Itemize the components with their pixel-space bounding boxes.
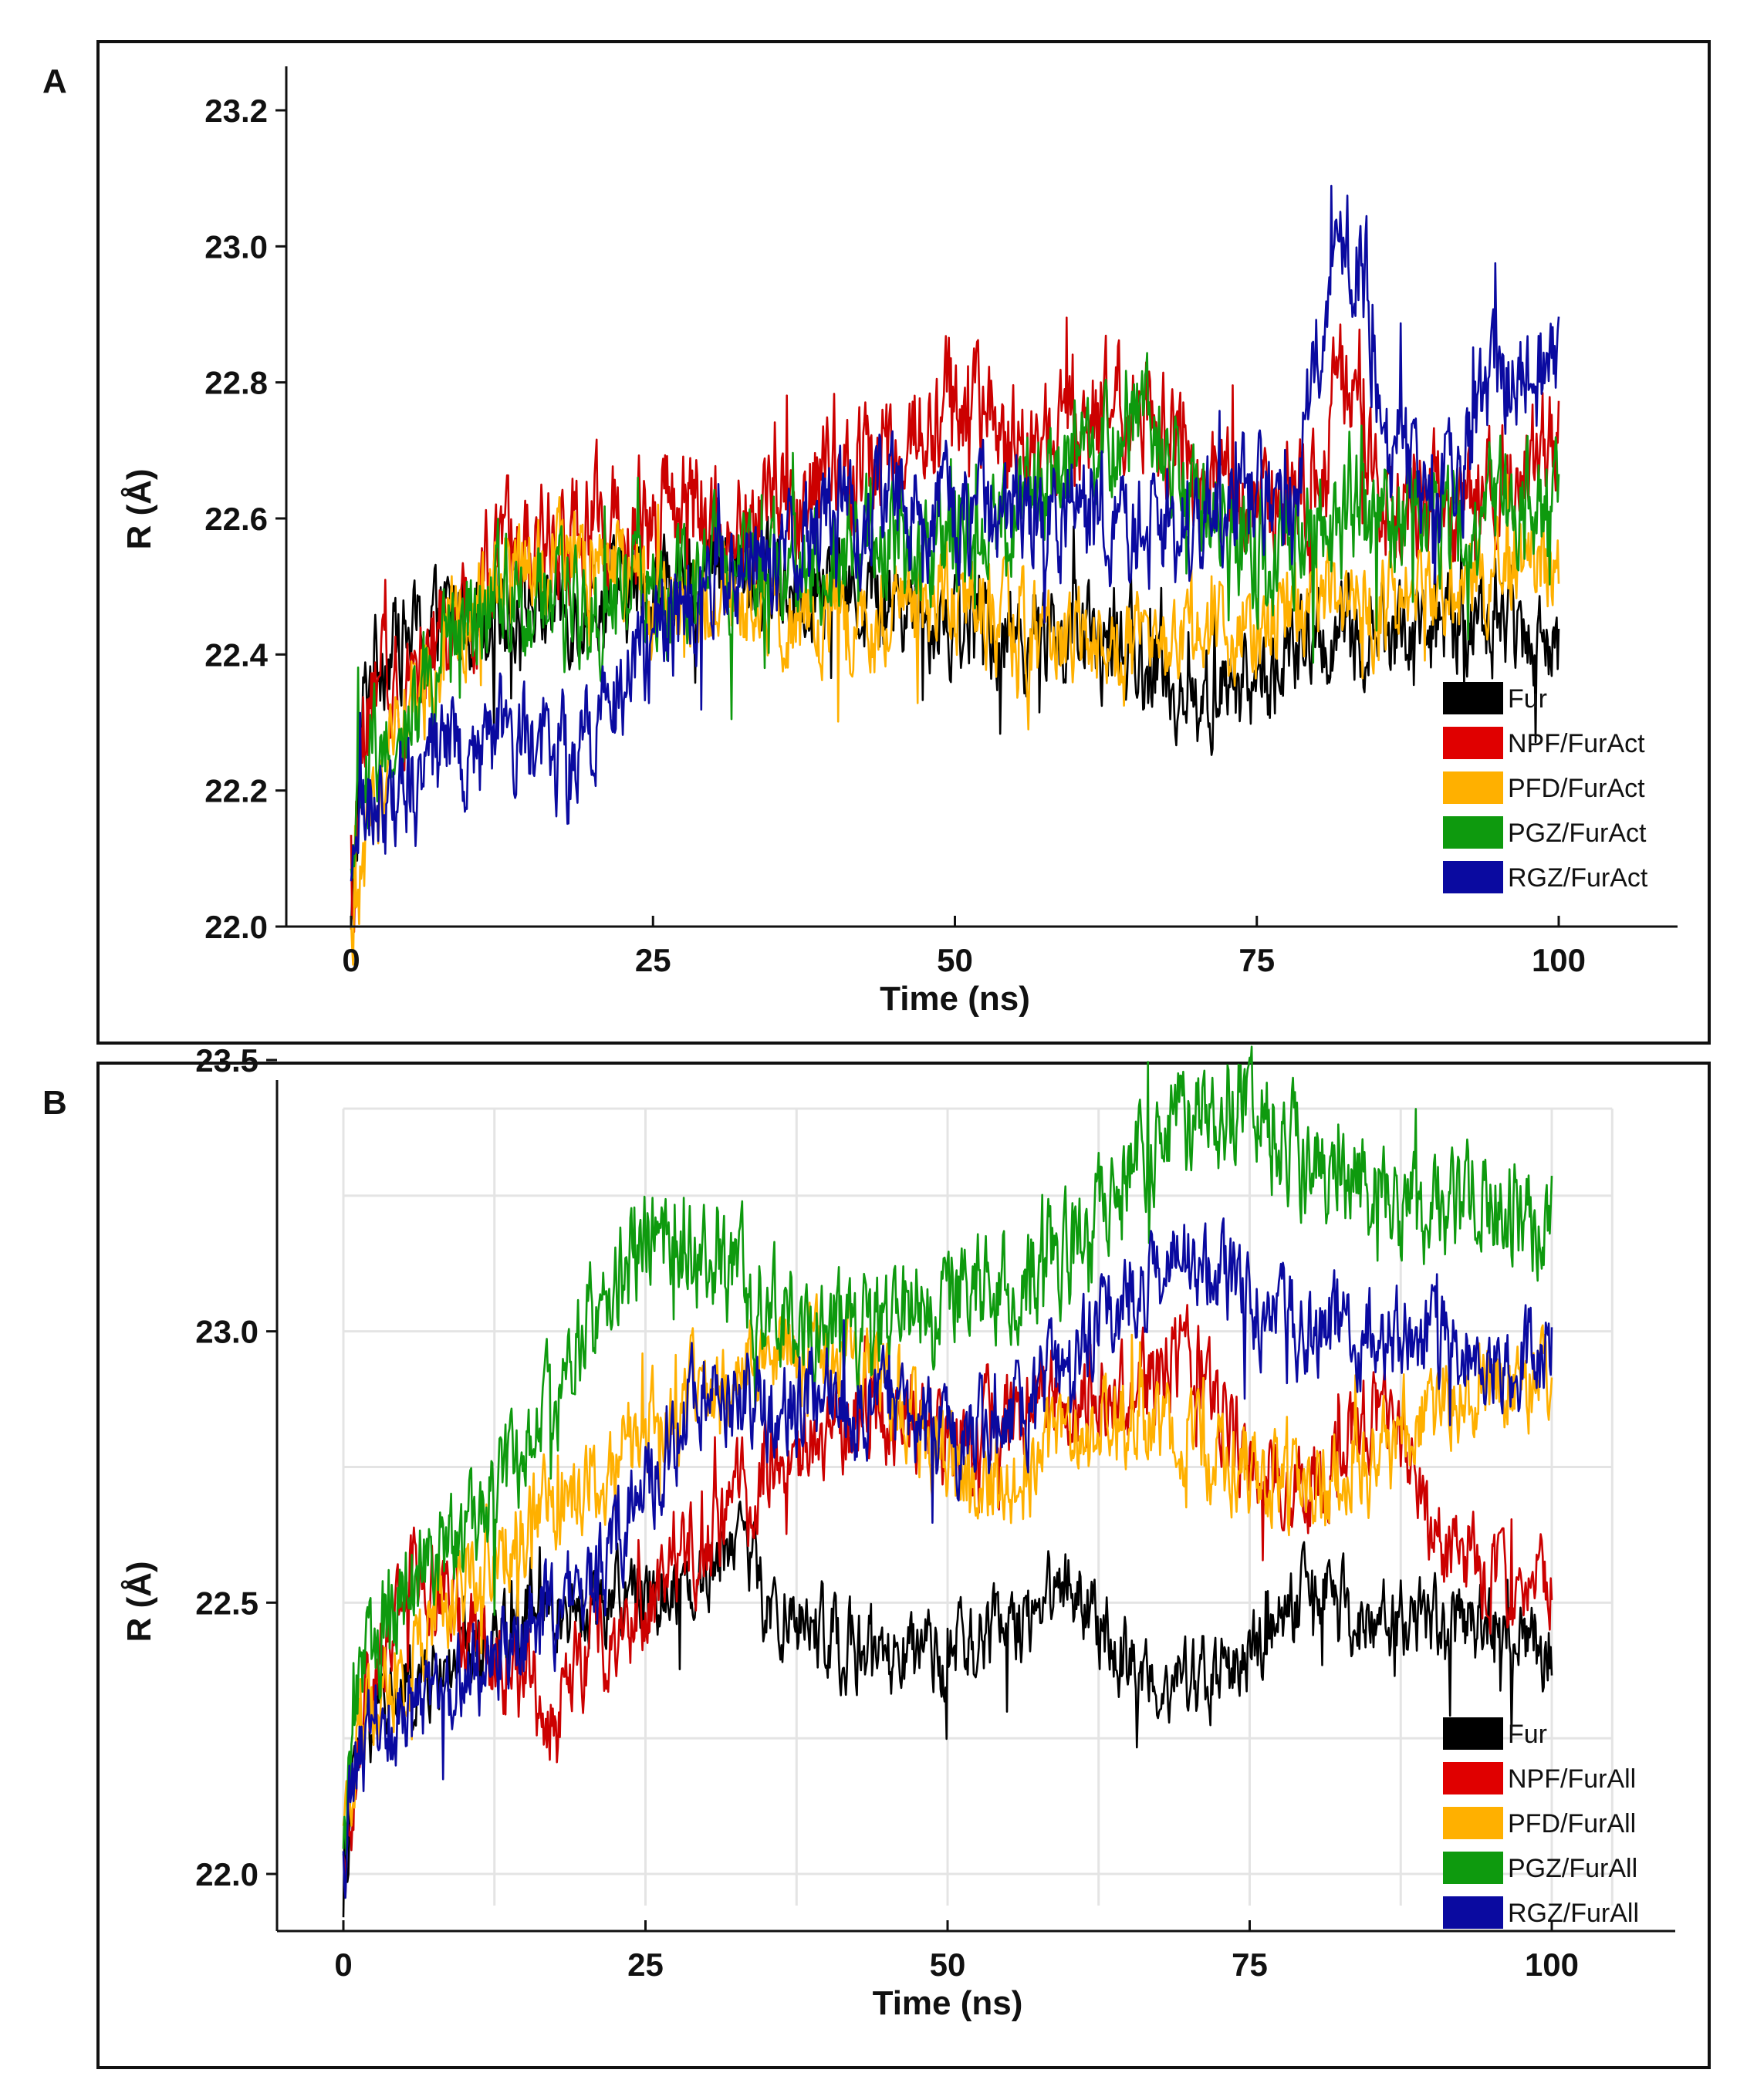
series-line-npf-furact [350, 316, 1560, 934]
series-line-rgz-furall [342, 1217, 1553, 1899]
legend-label: RGZ/FurAll [1508, 1899, 1639, 1928]
legend-swatch [1443, 1762, 1503, 1794]
x-tick-label: 50 [930, 1946, 966, 1983]
panel-b: B 0 25 50 75 100 22.0 22.5 23.0 23.5 Time (ns) R (Å… [42, 1042, 1711, 2069]
legend-label: RGZ/FurAct [1508, 863, 1648, 893]
legend-swatch [1443, 861, 1503, 893]
y-tick-label: 23.0 [204, 228, 268, 265]
panel-label: B [42, 1084, 67, 1122]
panel-frame [96, 1062, 1711, 2069]
legend-label: Fur [1508, 1720, 1547, 1749]
series-line-npf-furall [342, 1304, 1553, 1898]
y-tick-label: 22.6 [204, 501, 268, 537]
legend-swatch [1443, 727, 1503, 759]
legend-label: NPF/FurAll [1508, 1764, 1636, 1794]
series-line-rgz-furact [350, 184, 1560, 882]
legend-label: PFD/FurAct [1508, 774, 1645, 803]
series-line-pgz-furall [342, 1045, 1553, 1856]
legend-label: PFD/FurAll [1508, 1809, 1636, 1838]
legend-swatch [1443, 1807, 1503, 1839]
y-tick-label: 23.0 [195, 1314, 259, 1350]
panel-label: A [42, 62, 67, 100]
x-axis-title: Time (ns) [880, 980, 1030, 1018]
panel-a: A 0 25 50 75 100 22.0 22.2 22.4 22.6 22.8 23.0 23.2 T… [42, 40, 1711, 1045]
series-line-pfd-furall [342, 1292, 1553, 1827]
y-tick-label: 22.4 [204, 636, 268, 673]
data-traces [342, 1045, 1553, 1918]
legend-label: Fur [1508, 684, 1547, 714]
x-tick-label: 25 [635, 942, 671, 978]
y-axis-title: R (Å) [120, 1561, 158, 1642]
panel-frame [96, 40, 1711, 1045]
x-tick-label: 100 [1525, 1946, 1579, 1983]
x-tick-label: 0 [334, 1946, 352, 1983]
x-tick-label: 100 [1532, 942, 1586, 978]
y-tick-label: 22.0 [195, 1856, 259, 1892]
data-traces [350, 184, 1560, 966]
legend-label: NPF/FurAct [1508, 729, 1645, 758]
x-tick-label: 75 [1232, 1946, 1268, 1983]
x-tick-label: 25 [627, 1946, 664, 1983]
legend-label: PGZ/FurAct [1508, 819, 1647, 848]
legend-swatch [1443, 1896, 1503, 1929]
legend-swatch [1443, 816, 1503, 849]
y-tick-label: 23.2 [204, 93, 268, 129]
legend-swatch [1443, 682, 1503, 714]
y-axis-title: R (Å) [120, 468, 158, 549]
y-tick-label: 22.5 [195, 1585, 259, 1621]
series-line-pfd-furact [350, 474, 1560, 966]
x-axis-title: Time (ns) [873, 1984, 1023, 2022]
x-tick-label: 75 [1238, 942, 1275, 978]
legend-label: PGZ/FurAll [1508, 1854, 1637, 1883]
x-tick-label: 0 [342, 942, 360, 978]
series-line-fur [342, 1501, 1553, 1918]
y-tick-label: 22.2 [204, 773, 268, 809]
legend-swatch [1443, 1717, 1503, 1750]
y-tick-label: 22.0 [204, 909, 268, 945]
y-tick-label: 23.5 [195, 1042, 259, 1079]
x-tick-label: 50 [937, 942, 973, 978]
y-tick-label: 22.8 [204, 365, 268, 401]
legend-swatch [1443, 1852, 1503, 1884]
legend: Fur NPF/FurAct PFD/FurAct PGZ/FurAct RGZ/Fur… [1443, 682, 1648, 893]
legend: Fur NPF/FurAll PFD/FurAll PGZ/FurAll RGZ/Fur… [1443, 1717, 1639, 1929]
legend-swatch [1443, 771, 1503, 804]
